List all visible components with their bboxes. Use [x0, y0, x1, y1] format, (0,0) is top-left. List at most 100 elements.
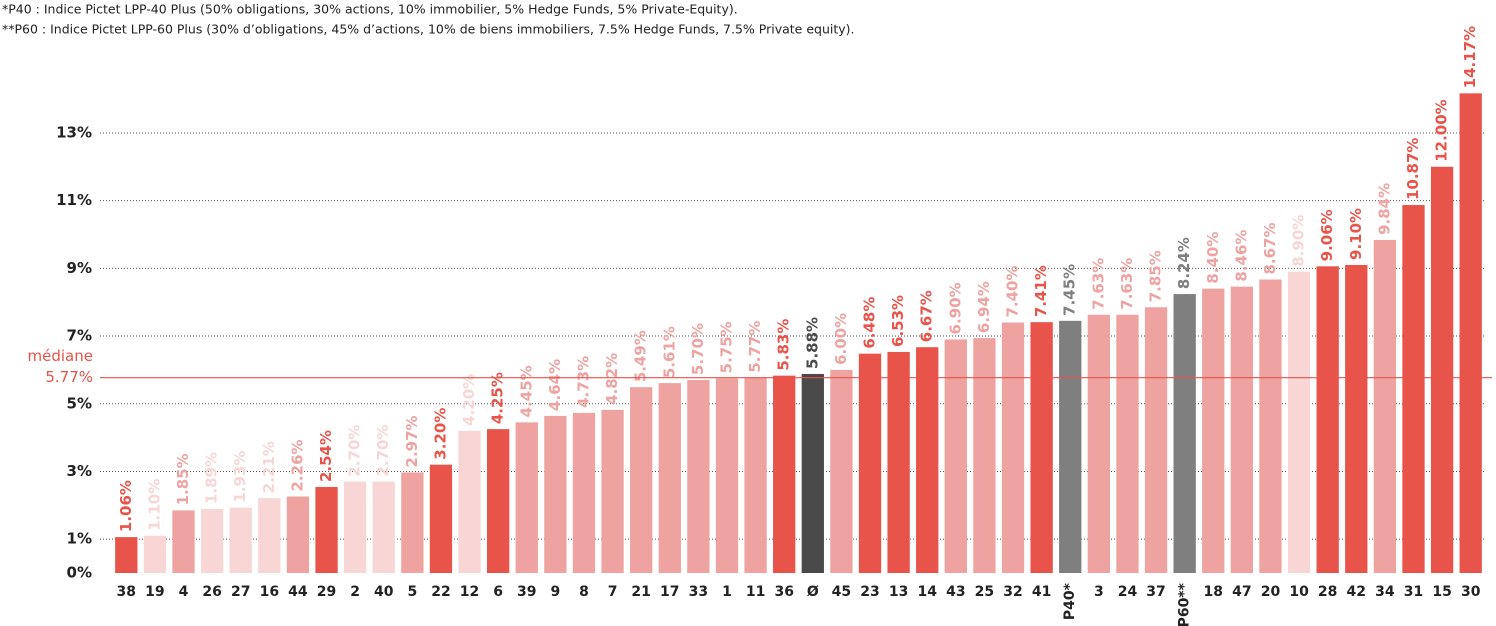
bar: [1316, 266, 1339, 573]
data-label: 5.61%: [660, 326, 678, 378]
y-tick-label: 3%: [67, 462, 92, 480]
bar: [1173, 294, 1196, 573]
x-tick-label: 39: [517, 584, 536, 600]
bar: [1116, 314, 1139, 573]
x-tick-label: 12: [460, 584, 479, 600]
bar: [887, 351, 910, 573]
x-tick-label: 14: [917, 584, 937, 600]
data-label: 2.70%: [374, 425, 392, 477]
data-label: 4.73%: [574, 356, 592, 408]
data-label: 5.49%: [632, 330, 650, 382]
x-tick-label: 29: [317, 584, 336, 600]
x-tick-label: 21: [631, 584, 650, 600]
data-label: 5.83%: [775, 319, 793, 371]
x-tick-label: 41: [1032, 584, 1051, 600]
data-label: 4.82%: [603, 353, 621, 405]
x-tick-label: 36: [774, 584, 793, 600]
bar: [515, 422, 538, 573]
x-tick-label: 32: [1003, 584, 1022, 600]
data-label: 9.10%: [1347, 208, 1365, 260]
data-label: 4.45%: [517, 365, 535, 417]
bar: [744, 377, 767, 573]
data-label: 2.70%: [346, 425, 364, 477]
bar: [401, 472, 424, 573]
data-label: 6.90%: [946, 282, 964, 334]
data-label: 1.93%: [231, 451, 249, 503]
x-tick-label: 15: [1432, 584, 1451, 600]
x-tick-label: 7: [608, 584, 618, 600]
data-label: 7.40%: [1004, 265, 1022, 317]
data-label: 4.64%: [546, 359, 564, 411]
x-tick-label: 24: [1118, 584, 1138, 600]
data-label: 10.87%: [1404, 138, 1422, 200]
bar: [286, 496, 310, 573]
x-tick-label: 34: [1375, 584, 1395, 600]
bar: [801, 373, 824, 573]
bar: [429, 464, 453, 573]
bar: [172, 510, 195, 573]
x-tick-label: 10: [1289, 584, 1309, 600]
x-tick-label: 42: [1347, 584, 1366, 600]
y-tick-label: 13%: [56, 123, 92, 141]
bar: [1059, 320, 1082, 573]
x-tick-label: 16: [260, 584, 279, 600]
bar: [544, 415, 567, 573]
bar: [916, 347, 939, 573]
y-tick-label: 1%: [67, 530, 92, 548]
y-tick-label: 0%: [67, 564, 92, 582]
data-label: 1.85%: [174, 453, 192, 505]
data-label: 2.54%: [317, 430, 335, 482]
data-label: 8.40%: [1204, 232, 1222, 284]
data-label: 7.85%: [1147, 250, 1165, 302]
data-label: 6.00%: [832, 313, 850, 365]
bar: [1373, 239, 1397, 573]
x-tick-label: 37: [1146, 584, 1165, 600]
x-tick-label: 11: [746, 584, 765, 600]
data-label: 6.53%: [889, 295, 907, 347]
data-label: 8.90%: [1290, 215, 1308, 267]
bar: [1001, 322, 1025, 573]
bar: [630, 387, 653, 573]
bar: [258, 498, 281, 573]
x-tick-label: 30: [1461, 584, 1481, 600]
bar: [715, 378, 739, 573]
data-label: 8.46%: [1232, 230, 1250, 282]
x-tick-label: 43: [946, 584, 965, 600]
x-tick-label: 18: [1204, 584, 1223, 600]
data-label: 4.25%: [489, 372, 507, 424]
data-label: 5.70%: [689, 323, 707, 375]
median-label: médiane: [28, 347, 93, 365]
bar: [858, 353, 882, 573]
x-tick-label: 31: [1404, 584, 1423, 600]
x-tick-label: 17: [660, 584, 679, 600]
data-label: 5.75%: [717, 321, 735, 373]
x-tick-label: 8: [579, 584, 589, 600]
data-label: 6.94%: [975, 281, 993, 333]
data-label: 5.88%: [803, 317, 821, 369]
median-value: 5.77%: [45, 368, 93, 386]
data-label: 2.21%: [260, 441, 278, 493]
data-label: 7.63%: [1118, 258, 1136, 310]
bar: [115, 537, 138, 573]
y-tick-label: 9%: [67, 259, 92, 277]
data-label: 3.20%: [431, 408, 449, 460]
x-tick-label: 4: [179, 584, 189, 600]
x-tick-label: 40: [374, 584, 394, 600]
x-tick-label: 33: [689, 584, 708, 600]
x-tick-label: 5: [407, 584, 417, 600]
x-tick-label: 3: [1094, 584, 1104, 600]
data-label: 7.45%: [1061, 264, 1079, 316]
x-tick-label: 47: [1232, 584, 1251, 600]
bar: [973, 338, 996, 573]
y-tick-label: 5%: [67, 394, 92, 412]
x-tick-label: 13: [889, 584, 908, 600]
bar: [572, 412, 596, 573]
note: **P60 : Indice Pictet LPP-60 Plus (30% d…: [2, 22, 855, 37]
bar: [343, 481, 367, 573]
bar: [1430, 166, 1454, 574]
bar: [1087, 314, 1110, 573]
data-label: 7.63%: [1089, 258, 1107, 310]
bar: [1030, 322, 1053, 573]
bar: [1259, 279, 1282, 573]
